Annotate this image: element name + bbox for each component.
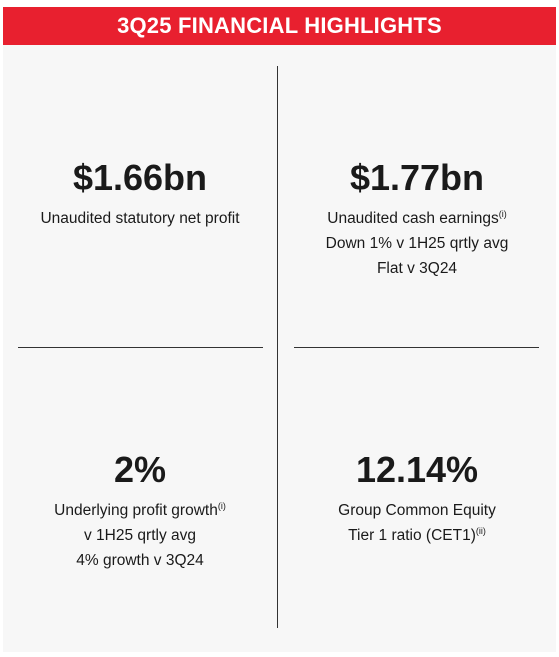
highlight-label: Tier 1 ratio (CET1)(ii) xyxy=(348,525,486,544)
footnote-marker: (ii) xyxy=(475,525,486,536)
highlight-value: 2% xyxy=(113,449,167,490)
highlight-detail: 4% growth v 3Q24 xyxy=(76,552,204,569)
highlight-label: Unaudited cash earnings(i) xyxy=(327,208,507,227)
vertical-divider xyxy=(277,66,278,628)
highlight-detail: Flat v 3Q24 xyxy=(376,260,458,277)
header-banner: 3Q25 FINANCIAL HIGHLIGHTS xyxy=(3,7,556,45)
highlight-detail: Down 1% v 1H25 qrtly avg xyxy=(325,235,509,252)
highlight-detail: v 1H25 qrtly avg xyxy=(84,527,196,544)
highlight-value: $1.66bn xyxy=(72,157,208,198)
footnote-marker: (i) xyxy=(217,500,226,511)
highlight-label: Unaudited statutory net profit xyxy=(40,210,240,227)
highlight-value: 12.14% xyxy=(355,449,479,490)
horizontal-divider-right xyxy=(294,347,539,348)
footnote-marker: (i) xyxy=(498,208,507,219)
highlight-cash-earnings: $1.77bn Unaudited cash earnings(i) Down … xyxy=(282,158,552,281)
highlight-cet1: 12.14% Group Common Equity Tier 1 ratio … xyxy=(282,450,552,548)
highlight-label: Group Common Equity xyxy=(338,502,496,519)
horizontal-divider-left xyxy=(18,347,263,348)
highlights-panel xyxy=(3,7,556,652)
highlight-label: Underlying profit growth(i) xyxy=(54,500,226,519)
page-title: 3Q25 FINANCIAL HIGHLIGHTS xyxy=(117,13,442,38)
highlight-net-profit: $1.66bn Unaudited statutory net profit xyxy=(5,158,275,231)
highlight-underlying-profit: 2% Underlying profit growth(i) v 1H25 qr… xyxy=(5,450,275,573)
highlight-value: $1.77bn xyxy=(349,157,485,198)
